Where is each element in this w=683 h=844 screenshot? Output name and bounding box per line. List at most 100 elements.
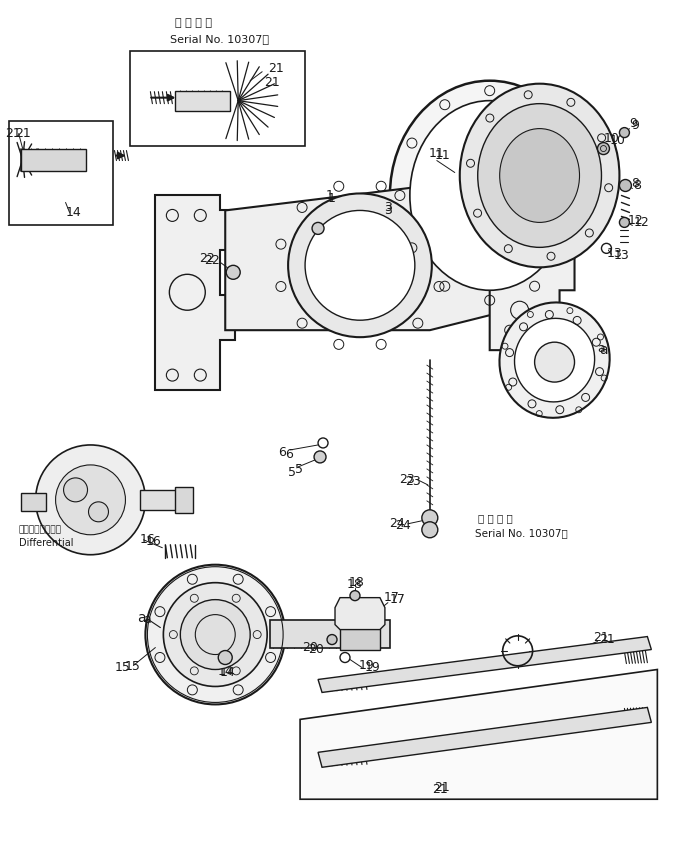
Bar xyxy=(9,121,113,225)
Text: 19: 19 xyxy=(365,661,380,674)
Bar xyxy=(20,149,85,170)
Circle shape xyxy=(64,478,87,502)
Circle shape xyxy=(312,223,324,235)
Text: 2: 2 xyxy=(366,246,374,259)
Polygon shape xyxy=(318,636,652,692)
Text: 16: 16 xyxy=(145,535,161,549)
Text: Differential: Differential xyxy=(18,538,73,548)
Text: 9: 9 xyxy=(631,119,639,133)
Text: 20: 20 xyxy=(302,641,318,654)
Text: 11: 11 xyxy=(435,149,451,162)
Circle shape xyxy=(89,502,109,522)
Circle shape xyxy=(619,127,630,138)
Text: 23: 23 xyxy=(405,475,421,489)
Text: 17: 17 xyxy=(390,593,406,606)
Ellipse shape xyxy=(460,84,619,268)
Text: 6: 6 xyxy=(285,448,293,462)
Text: 1: 1 xyxy=(328,192,336,205)
Circle shape xyxy=(327,635,337,645)
Circle shape xyxy=(145,565,285,705)
Text: 21: 21 xyxy=(432,782,447,796)
Text: 4: 4 xyxy=(370,232,378,245)
Text: 15: 15 xyxy=(115,661,130,674)
Text: 17: 17 xyxy=(384,591,400,604)
Text: a: a xyxy=(137,610,145,625)
Text: Serial No. 10307～: Serial No. 10307～ xyxy=(170,34,269,44)
Text: 22: 22 xyxy=(204,254,220,267)
Text: 13: 13 xyxy=(607,246,622,260)
Ellipse shape xyxy=(499,302,610,418)
Circle shape xyxy=(226,265,240,279)
Circle shape xyxy=(422,510,438,526)
Text: 21: 21 xyxy=(264,76,280,89)
Polygon shape xyxy=(300,669,657,799)
Text: 21: 21 xyxy=(268,62,284,75)
Ellipse shape xyxy=(500,128,579,223)
Bar xyxy=(340,618,380,650)
Text: 11: 11 xyxy=(429,147,445,160)
Text: 21: 21 xyxy=(594,631,609,644)
Circle shape xyxy=(55,465,126,535)
Text: 24: 24 xyxy=(389,517,405,530)
Polygon shape xyxy=(155,196,235,390)
Text: 13: 13 xyxy=(613,249,629,262)
Polygon shape xyxy=(225,186,510,330)
Text: 22: 22 xyxy=(199,252,215,265)
Text: 14: 14 xyxy=(219,666,235,679)
Text: 24: 24 xyxy=(395,519,410,533)
Text: 5: 5 xyxy=(288,467,296,479)
Circle shape xyxy=(305,210,415,320)
Bar xyxy=(176,487,193,513)
Circle shape xyxy=(598,143,609,154)
Text: 14: 14 xyxy=(217,665,233,678)
Bar xyxy=(176,90,230,111)
Circle shape xyxy=(619,218,630,227)
Text: 3: 3 xyxy=(384,204,392,217)
Text: 12: 12 xyxy=(628,214,643,227)
Circle shape xyxy=(163,582,267,686)
Text: 20: 20 xyxy=(308,643,324,656)
Circle shape xyxy=(36,445,145,555)
Ellipse shape xyxy=(390,81,589,311)
Text: 適 用 号 機: 適 用 号 機 xyxy=(176,18,212,28)
Circle shape xyxy=(535,342,574,382)
Text: 6: 6 xyxy=(278,446,286,459)
Text: 2: 2 xyxy=(364,252,372,265)
Circle shape xyxy=(422,522,438,538)
Circle shape xyxy=(314,451,326,463)
Polygon shape xyxy=(490,225,574,350)
Circle shape xyxy=(350,591,360,601)
Text: 5: 5 xyxy=(295,463,303,476)
Bar xyxy=(270,619,390,647)
Ellipse shape xyxy=(477,104,602,247)
Text: 23: 23 xyxy=(399,473,415,486)
Text: 14: 14 xyxy=(66,206,81,219)
Text: 18: 18 xyxy=(349,576,365,589)
Text: 8: 8 xyxy=(631,177,639,190)
Text: a: a xyxy=(600,344,608,357)
Circle shape xyxy=(619,180,631,192)
Text: 21: 21 xyxy=(434,781,449,793)
Text: 19: 19 xyxy=(359,659,375,672)
Text: デファレンシャル: デファレンシャル xyxy=(18,525,61,534)
Text: 21: 21 xyxy=(14,127,31,140)
Bar xyxy=(20,493,46,511)
Text: a: a xyxy=(598,342,605,354)
Polygon shape xyxy=(318,707,652,767)
Circle shape xyxy=(219,651,232,664)
Text: 7: 7 xyxy=(529,112,538,125)
Text: 16: 16 xyxy=(139,533,155,546)
Bar xyxy=(141,490,180,510)
Text: 15: 15 xyxy=(124,660,141,673)
Text: 適 用 号 機: 適 用 号 機 xyxy=(477,513,512,522)
Text: a: a xyxy=(143,613,151,626)
Text: 1: 1 xyxy=(326,189,334,202)
Text: 10: 10 xyxy=(604,132,619,145)
Text: 7: 7 xyxy=(527,110,535,123)
Text: 21: 21 xyxy=(5,127,20,140)
Text: 8: 8 xyxy=(633,179,641,192)
Ellipse shape xyxy=(410,100,570,290)
Text: 4: 4 xyxy=(370,229,378,242)
Circle shape xyxy=(288,193,432,337)
Text: 9: 9 xyxy=(630,117,637,130)
